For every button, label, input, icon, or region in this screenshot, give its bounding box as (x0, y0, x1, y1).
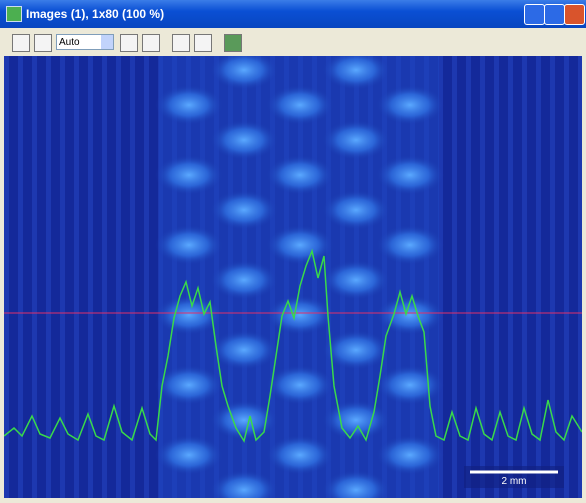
pattern-blob (155, 225, 223, 265)
title-bar: Images (1), 1x80 (100 %) (0, 0, 586, 28)
zoom-value: Auto (59, 37, 80, 48)
pattern-blob (155, 435, 223, 475)
pattern-blob (210, 260, 278, 300)
image-view: 2 mm (4, 56, 582, 498)
close-button[interactable] (564, 4, 585, 25)
pattern-blob (376, 435, 444, 475)
pattern-blob (322, 120, 390, 160)
scale-bar-label: 2 mm (502, 476, 527, 487)
zoom-in-button[interactable] (120, 34, 138, 52)
pattern-blob (210, 330, 278, 370)
pattern-blob (155, 85, 223, 125)
minimize-button[interactable] (524, 4, 545, 25)
window-icon (6, 6, 22, 22)
pattern-blob (155, 155, 223, 195)
pattern-blob (322, 260, 390, 300)
pattern-blob (266, 435, 334, 475)
pattern-blob (266, 155, 334, 195)
pattern-blob (266, 365, 334, 405)
pattern-blob (155, 295, 223, 335)
export-button[interactable] (224, 34, 242, 52)
pattern-blob (376, 85, 444, 125)
maximize-button[interactable] (544, 4, 565, 25)
window: Images (1), 1x80 (100 %) Auto (0, 0, 586, 503)
zoom-fit-button[interactable] (172, 34, 190, 52)
zoom-out-button[interactable] (142, 34, 160, 52)
zoom-window-button[interactable] (194, 34, 212, 52)
zoom-dropdown[interactable]: Auto (56, 34, 114, 50)
pattern-blob (322, 190, 390, 230)
pattern-blob (322, 400, 390, 440)
pattern-blob (376, 225, 444, 265)
pattern-blob (266, 295, 334, 335)
dropdown-arrow (101, 35, 113, 49)
pattern-blob (210, 190, 278, 230)
copy-button[interactable] (12, 34, 30, 52)
window-title: Images (1), 1x80 (100 %) (26, 7, 164, 21)
pattern-blob (376, 365, 444, 405)
toolbar: Auto (0, 28, 586, 56)
pattern-blob (376, 155, 444, 195)
pattern-blob (210, 120, 278, 160)
pattern-blob (266, 85, 334, 125)
table-button[interactable] (34, 34, 52, 52)
